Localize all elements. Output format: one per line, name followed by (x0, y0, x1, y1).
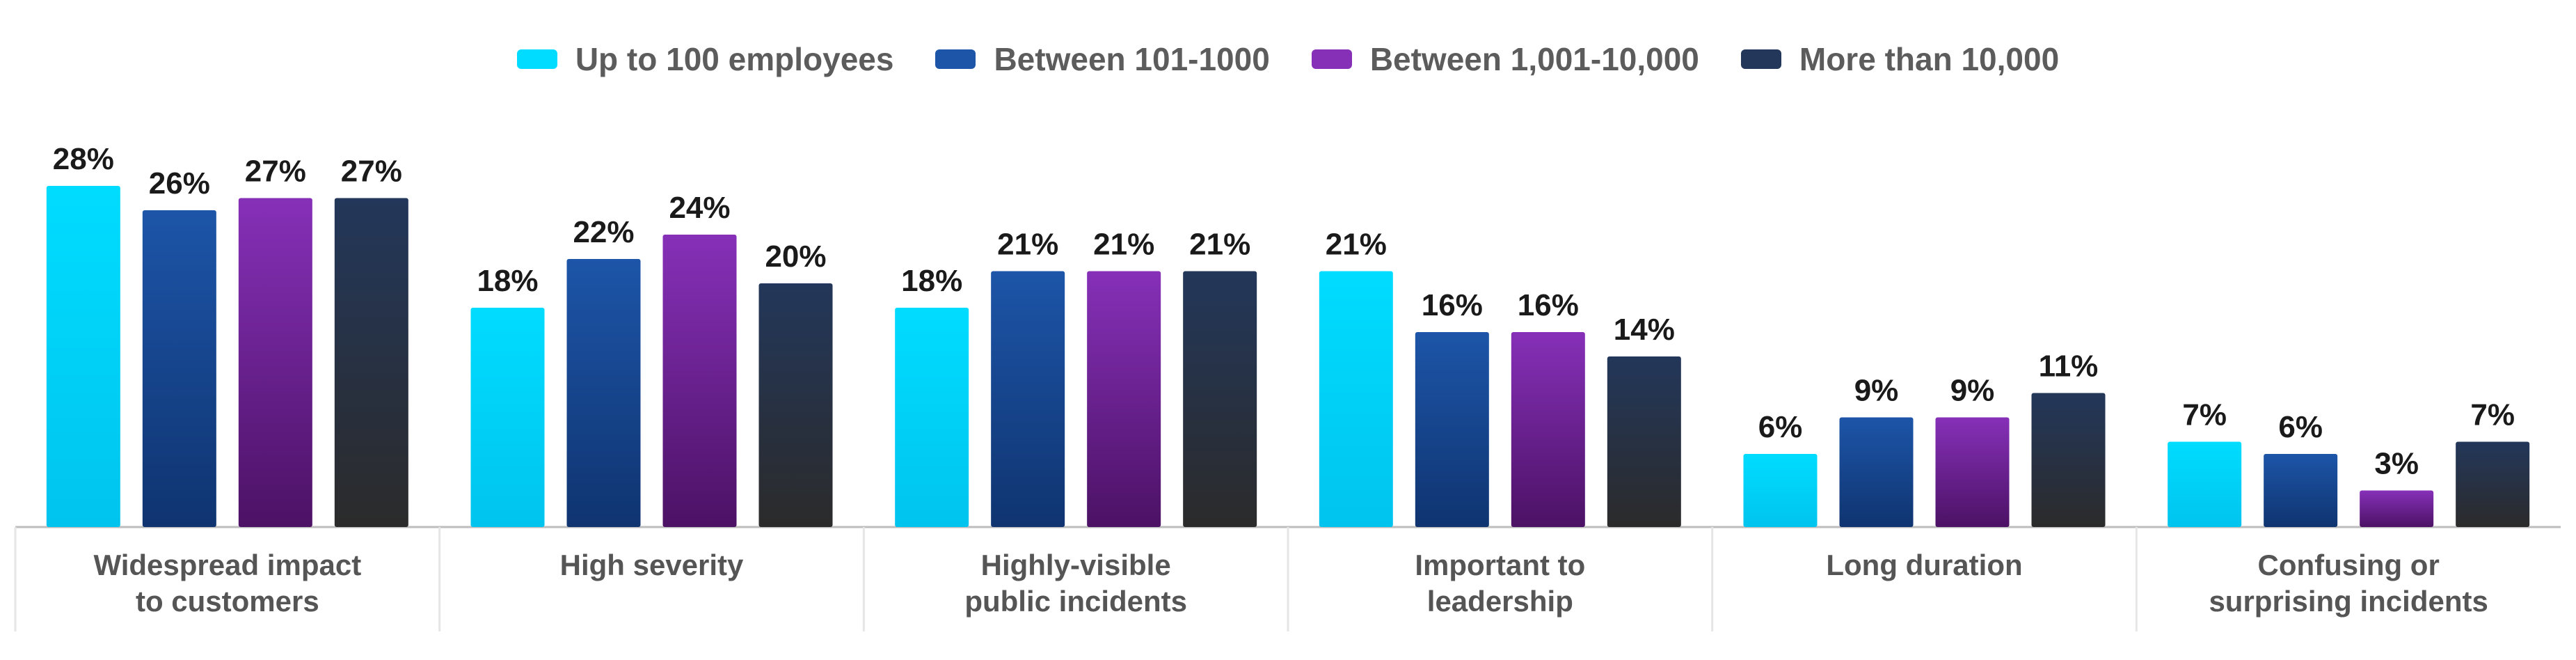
data-label: 27% (341, 155, 402, 189)
data-label: 28% (53, 142, 114, 176)
legend-swatch (1311, 49, 1352, 69)
data-label: 7% (2182, 398, 2227, 432)
legend-label: Up to 100 employees (575, 41, 894, 77)
category-label: surprising incidents (2209, 585, 2488, 618)
category-label: Long duration (1826, 549, 2022, 581)
bar (1935, 417, 2010, 527)
data-label: 3% (2374, 447, 2419, 481)
data-label: 20% (765, 239, 826, 274)
bar (2031, 393, 2106, 527)
bar (238, 198, 312, 527)
legend-label: Between 1,001-10,000 (1369, 41, 1699, 77)
bar (334, 198, 408, 527)
data-label: 27% (245, 155, 306, 189)
category-label: Highly-visible (981, 549, 1171, 581)
bar (1319, 271, 1393, 527)
bar (142, 210, 216, 527)
bar (566, 259, 641, 527)
legend-swatch (516, 49, 557, 69)
bar (662, 235, 737, 527)
bar (1743, 454, 1818, 527)
bar (1415, 332, 1489, 527)
legend-item: Up to 100 employees (516, 40, 894, 78)
category-label: Important to (1415, 549, 1585, 581)
data-label: 18% (901, 264, 962, 298)
category-label: Confusing or (2258, 549, 2440, 581)
legend-label: More than 10,000 (1799, 41, 2060, 77)
data-label: 21% (1093, 228, 1154, 262)
data-label: 9% (1854, 374, 1899, 408)
legend-label: Between 101-1000 (994, 41, 1270, 77)
data-label: 26% (149, 166, 210, 201)
bar (1511, 332, 1585, 527)
data-label: 16% (1518, 288, 1579, 322)
legend-item: More than 10,000 (1740, 40, 2060, 78)
data-label: 22% (573, 215, 634, 249)
bar (1087, 271, 1161, 527)
data-label: 24% (669, 191, 730, 225)
data-label: 9% (1950, 374, 1995, 408)
bar (46, 186, 120, 527)
bar (1607, 356, 1681, 527)
category-label: to customers (136, 585, 319, 618)
data-label: 6% (2278, 410, 2323, 444)
category-label: public incidents (964, 585, 1187, 618)
data-label: 6% (1758, 410, 1803, 444)
bar (1183, 271, 1257, 527)
bar (2456, 441, 2530, 527)
category-label: High severity (560, 549, 744, 581)
legend-swatch (935, 49, 976, 69)
legend-item: Between 101-1000 (935, 40, 1270, 78)
bar (991, 271, 1065, 527)
bar (895, 308, 969, 527)
legend-item: Between 1,001-10,000 (1311, 40, 1699, 78)
bar (1839, 417, 1914, 527)
chart-legend: Up to 100 employees Between 101-1000 Betwe… (0, 35, 2576, 84)
bar (2360, 490, 2434, 527)
data-label: 11% (2039, 349, 2099, 384)
data-label: 21% (997, 228, 1058, 262)
data-label: 21% (1326, 228, 1387, 262)
bar (2168, 441, 2242, 527)
data-label: 21% (1189, 228, 1250, 262)
category-label: Widespread impact (93, 549, 361, 581)
data-label: 7% (2470, 398, 2515, 432)
bar (470, 308, 545, 527)
bar (2264, 454, 2338, 527)
data-label: 14% (1614, 313, 1675, 347)
data-label: 18% (477, 264, 538, 298)
legend-swatch (1740, 49, 1781, 69)
category-label: leadership (1427, 585, 1573, 618)
data-label: 16% (1422, 288, 1483, 322)
bar (758, 283, 833, 527)
